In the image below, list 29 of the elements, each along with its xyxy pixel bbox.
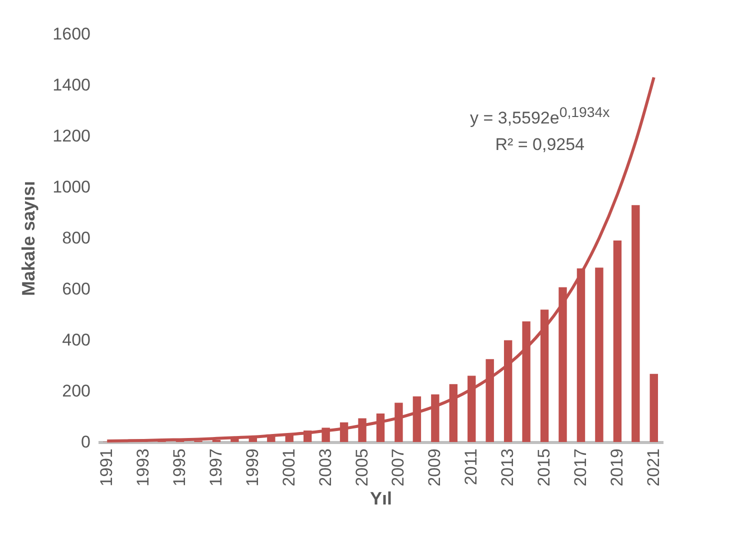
x-tick-label: 2009 <box>425 448 444 486</box>
y-tick-label: 1400 <box>52 76 90 94</box>
x-tick-label: 2001 <box>279 448 298 486</box>
annotation: y = 3,5592e$^{0,1934x}$ <box>470 104 610 130</box>
y-tick-label: 0 <box>81 432 90 452</box>
y-tick-label: 1200 <box>52 126 90 146</box>
y-tick-label: 600 <box>62 280 90 298</box>
y-tick-label: 1000 <box>52 178 90 196</box>
y-tick-label: 400 <box>62 330 90 350</box>
x-tick-label: 2015 <box>534 448 554 486</box>
x-tick-label: 2017 <box>570 448 590 486</box>
y-tick-label: 200 <box>62 382 90 400</box>
x-tick-label: 1995 <box>170 448 190 486</box>
y-axis-title: Makale sayısı <box>18 180 39 296</box>
x-axis-title: Yıl <box>370 488 392 508</box>
x-tick-label: 1991 <box>97 448 116 486</box>
x-tick-label: 2005 <box>352 448 372 486</box>
x-tick-label: 2019 <box>607 448 626 486</box>
x-tick-label: 2007 <box>388 448 408 486</box>
y-tick-label: 800 <box>62 228 90 248</box>
x-tick-label: 1993 <box>134 448 153 486</box>
x-tick-label: 2003 <box>316 448 335 486</box>
x-tick-label: 2011 <box>462 448 481 486</box>
x-tick-label: 1997 <box>206 448 226 486</box>
x-tick-label: 1999 <box>242 448 262 486</box>
x-tick-label: 2013 <box>498 448 518 486</box>
y-tick-label: 1600 <box>52 24 90 44</box>
annotation: R² = 0,9254 <box>494 134 586 156</box>
x-tick-label: 2021 <box>644 448 663 486</box>
